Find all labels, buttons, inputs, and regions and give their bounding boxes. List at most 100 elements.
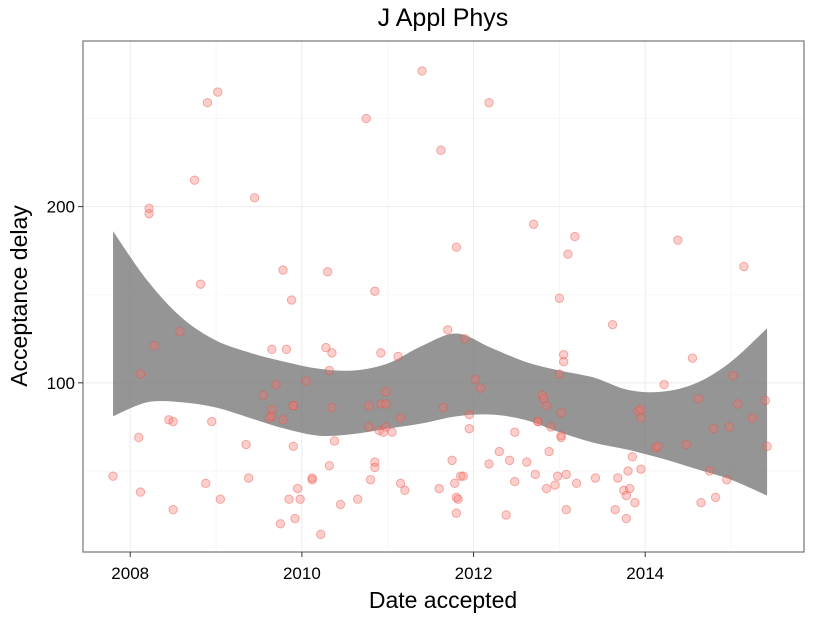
data-point xyxy=(288,441,298,451)
data-point xyxy=(436,145,446,155)
data-point xyxy=(528,219,539,229)
data-point xyxy=(134,432,144,443)
data-point xyxy=(370,457,380,467)
data-point xyxy=(387,427,397,437)
data-point xyxy=(264,413,274,423)
data-point xyxy=(241,439,251,450)
data-point xyxy=(271,379,281,390)
data-point xyxy=(324,460,335,471)
data-point xyxy=(376,348,386,358)
data-point xyxy=(267,344,277,355)
data-point xyxy=(504,455,515,466)
y-tick-label: 200 xyxy=(47,198,75,217)
data-point xyxy=(335,499,346,510)
data-point xyxy=(636,413,646,423)
data-point xyxy=(558,356,569,367)
data-point xyxy=(267,411,277,422)
data-point xyxy=(374,425,384,436)
data-point xyxy=(370,286,380,296)
data-point xyxy=(288,401,298,411)
data-point xyxy=(621,513,632,524)
data-point xyxy=(464,423,474,434)
data-point xyxy=(301,376,311,386)
data-point xyxy=(370,462,380,473)
data-point xyxy=(470,374,480,385)
data-point xyxy=(510,476,520,487)
data-point xyxy=(563,249,573,259)
smooth-confidence-band xyxy=(113,231,768,496)
data-point xyxy=(570,231,580,242)
data-point xyxy=(554,369,565,379)
data-point xyxy=(704,466,715,476)
data-point xyxy=(443,325,453,335)
y-axis-title: Acceptance delay xyxy=(6,205,32,387)
data-point xyxy=(434,483,444,494)
data-point xyxy=(284,494,294,504)
data-point xyxy=(278,265,288,275)
data-point xyxy=(710,492,721,503)
data-point xyxy=(696,497,706,508)
data-point xyxy=(530,469,541,480)
data-point xyxy=(400,485,410,496)
data-point xyxy=(501,510,511,520)
data-point xyxy=(144,208,154,219)
data-point xyxy=(522,457,532,467)
chart-title: J Appl Phys xyxy=(378,4,509,32)
data-point xyxy=(558,349,569,360)
data-point xyxy=(364,422,374,432)
x-tick-label: 2010 xyxy=(283,564,321,583)
data-point xyxy=(619,485,629,496)
data-point xyxy=(213,87,223,97)
y-tick-label: 100 xyxy=(47,374,75,393)
data-point xyxy=(307,473,317,483)
data-point xyxy=(175,327,185,337)
data-point xyxy=(554,293,565,303)
data-point xyxy=(510,427,520,437)
data-point xyxy=(135,369,146,379)
data-point xyxy=(546,422,556,432)
data-point xyxy=(733,399,743,409)
data-point xyxy=(267,404,277,414)
data-point xyxy=(475,383,486,393)
data-point xyxy=(451,508,462,518)
data-point xyxy=(381,386,391,397)
data-point xyxy=(552,471,563,481)
data-point xyxy=(484,459,494,469)
data-point xyxy=(295,494,305,504)
data-point xyxy=(321,342,331,353)
data-point xyxy=(610,505,620,515)
data-point xyxy=(739,261,749,272)
data-point xyxy=(533,416,543,427)
data-point xyxy=(249,193,260,203)
data-point xyxy=(275,519,286,529)
data-point xyxy=(556,408,566,418)
data-point xyxy=(395,413,406,423)
data-point xyxy=(494,446,504,457)
data-point xyxy=(728,371,738,381)
data-point xyxy=(693,394,704,404)
data-point xyxy=(760,395,771,406)
x-tick-label: 2014 xyxy=(626,564,664,583)
data-point xyxy=(550,480,560,490)
plot-panel: 2008 2010 2012 2014 100 200 xyxy=(47,40,805,583)
data-point xyxy=(135,487,146,497)
data-point xyxy=(378,427,389,437)
data-point xyxy=(484,97,494,108)
data-point xyxy=(455,471,466,481)
data-point xyxy=(258,390,268,400)
data-point xyxy=(590,473,601,483)
data-point xyxy=(189,175,200,185)
data-point xyxy=(395,478,406,488)
data-point xyxy=(627,452,638,462)
data-point xyxy=(281,344,292,355)
data-point xyxy=(168,416,178,427)
data-point xyxy=(539,394,549,404)
data-point xyxy=(681,439,692,450)
data-point xyxy=(556,432,566,443)
data-point xyxy=(625,483,635,494)
data-point xyxy=(207,416,217,427)
data-point xyxy=(195,279,206,289)
panel-background xyxy=(83,41,804,552)
data-point xyxy=(571,478,582,488)
data-point xyxy=(393,351,403,362)
